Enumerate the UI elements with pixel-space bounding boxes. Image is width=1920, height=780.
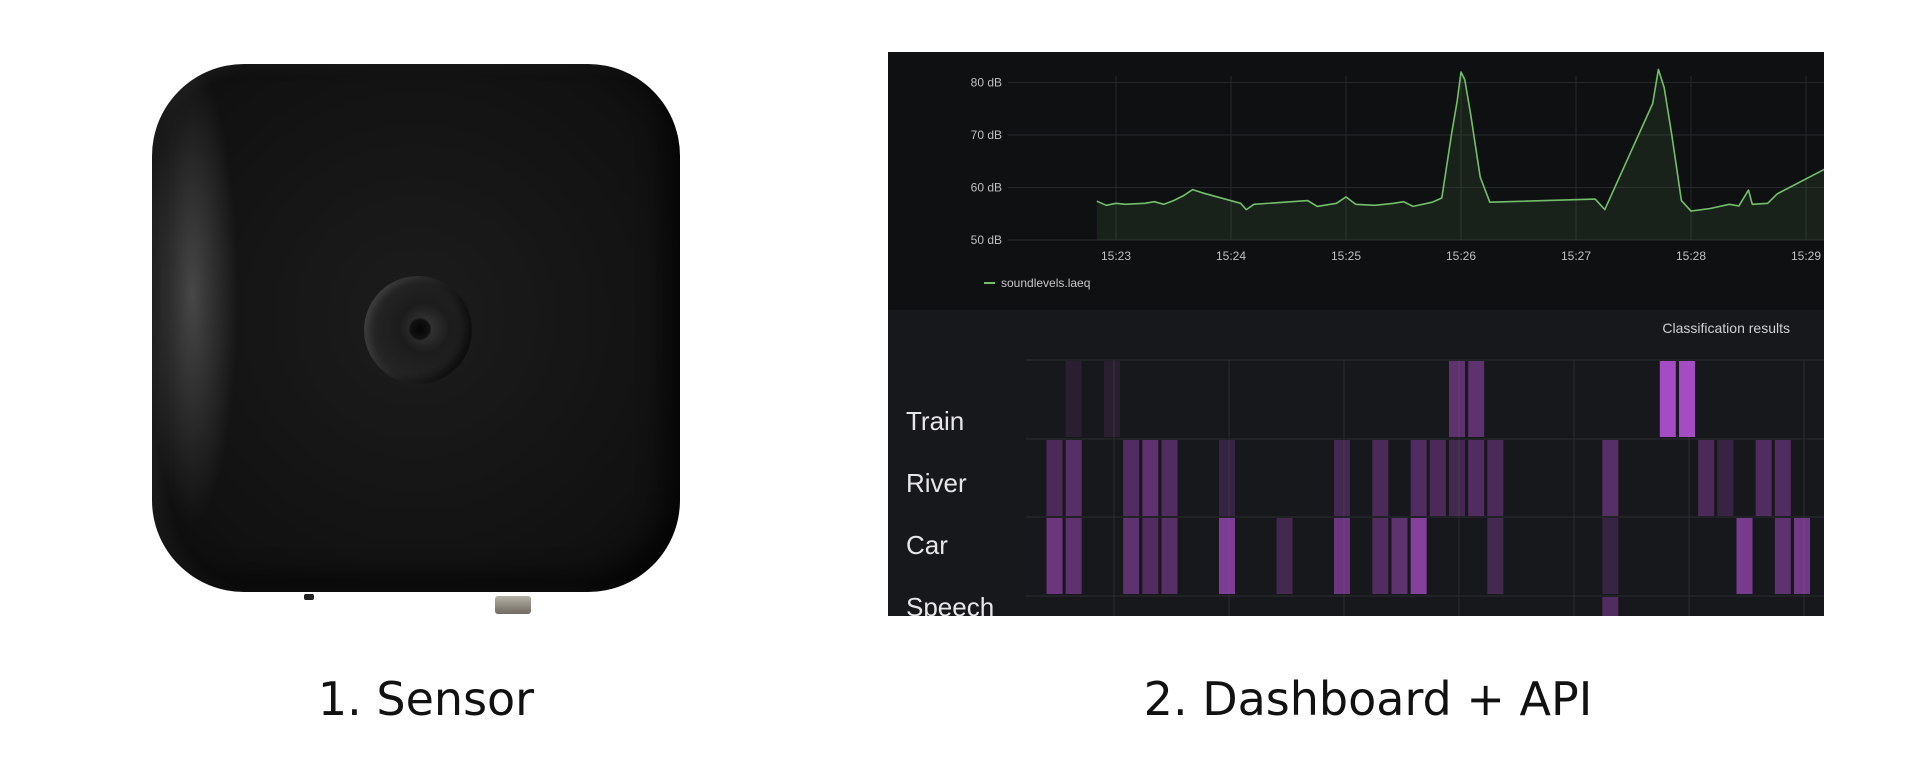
y-tick-label: 50 dB [971, 233, 1002, 247]
heatmap-cell-river [1046, 440, 1063, 516]
classification-title: Classification results [1662, 320, 1790, 336]
sensor-photo [150, 62, 682, 614]
heatmap-cell-car [1219, 518, 1235, 594]
caption-dashboard: 2. Dashboard + API [1143, 672, 1593, 726]
heatmap-cell-river [1717, 440, 1734, 516]
y-tick-label: 60 dB [971, 181, 1002, 195]
heatmap-cell-car [1410, 518, 1427, 594]
sensor-pin [304, 594, 314, 600]
row-label-train: Train [906, 406, 965, 436]
heatmap-cell-river [1372, 440, 1389, 516]
heatmap-cell-car [1602, 518, 1619, 594]
heatmap-cell-car [1794, 518, 1810, 594]
heatmap-cell-river [1410, 440, 1427, 516]
x-tick-label: 15:23 [1101, 249, 1131, 263]
heatmap-cell-car [1334, 518, 1350, 594]
sensor-body [152, 64, 680, 592]
sensor-connector [495, 596, 531, 614]
sound-level-chart: 50 dB 60 dB 70 dB 80 dB 15:23 15:24 15:25 15:26… [971, 68, 1824, 263]
heatmap-cell-river [1219, 440, 1235, 516]
y-tick-label: 70 dB [971, 128, 1002, 142]
sound-level-panel: 50 dB 60 dB 70 dB 80 dB 15:23 15:24 15:25 15:26… [888, 52, 1824, 310]
heatmap-cell-train [1065, 361, 1082, 437]
heatmap-cell-river [1161, 440, 1178, 516]
row-label-car: Car [906, 530, 948, 560]
microphone-hole [409, 318, 431, 340]
dashboard-screenshot: 50 dB 60 dB 70 dB 80 dB 15:23 15:24 15:25 15:26… [888, 52, 1824, 616]
x-tick-label: 15:27 [1561, 249, 1591, 263]
heatmap-cell-car [1487, 518, 1504, 594]
legend-label: soundlevels.laeq [1001, 276, 1091, 290]
heatmap-cell-speech [1602, 597, 1619, 616]
heatmap-cell-car [1123, 518, 1140, 594]
heatmap-cell-river [1334, 440, 1350, 516]
heatmap-cell-river [1065, 440, 1082, 516]
series-area-fill [1096, 69, 1824, 240]
heatmap-cell-car [1142, 518, 1159, 594]
x-tick-label: 15:25 [1331, 249, 1361, 263]
heatmap-cell-car [1391, 518, 1408, 594]
x-tick-label: 15:29 [1791, 249, 1821, 263]
heatmap-cell-train [1449, 361, 1465, 437]
row-label-speech: Speech [906, 592, 995, 616]
heatmap-cell-river [1774, 440, 1791, 516]
heatmap-cell-river [1429, 440, 1446, 516]
classification-heatmap [1026, 359, 1824, 616]
heatmap-cell-river [1755, 440, 1772, 516]
heatmap-cell-train [1659, 361, 1676, 437]
heatmap-cell-river [1123, 440, 1140, 516]
x-tick-label: 15:28 [1676, 249, 1706, 263]
heatmap-cell-river [1698, 440, 1715, 516]
heatmap-cell-car [1276, 518, 1293, 594]
heatmap-cell-car [1065, 518, 1082, 594]
heatmap-cell-car [1774, 518, 1791, 594]
row-label-river: River [906, 468, 967, 498]
x-tick-label: 15:24 [1216, 249, 1246, 263]
sensor-microphone [364, 276, 472, 384]
heatmap-cell-car [1736, 518, 1753, 594]
x-tick-label: 15:26 [1446, 249, 1476, 263]
heatmap-cell-river [1449, 440, 1465, 516]
heatmap-cell-river [1468, 440, 1485, 516]
heatmap-cell-river [1142, 440, 1159, 516]
classification-panel: Classification results Train River Car S… [888, 310, 1824, 616]
heatmap-cell-train [1468, 361, 1485, 437]
heatmap-cell-train [1104, 361, 1120, 437]
legend-swatch [984, 282, 995, 284]
heatmap-cell-car [1372, 518, 1389, 594]
caption-sensor: 1. Sensor [317, 672, 535, 726]
heatmap-cell-train [1679, 361, 1695, 437]
heatmap-cell-car [1046, 518, 1063, 594]
heatmap-cell-river [1487, 440, 1504, 516]
chart-legend: soundlevels.laeq [984, 276, 1090, 290]
heatmap-cell-river [1602, 440, 1619, 516]
series-line-soundlevels [1096, 68, 1824, 212]
heatmap-cell-car [1161, 518, 1178, 594]
y-tick-label: 80 dB [971, 76, 1002, 90]
